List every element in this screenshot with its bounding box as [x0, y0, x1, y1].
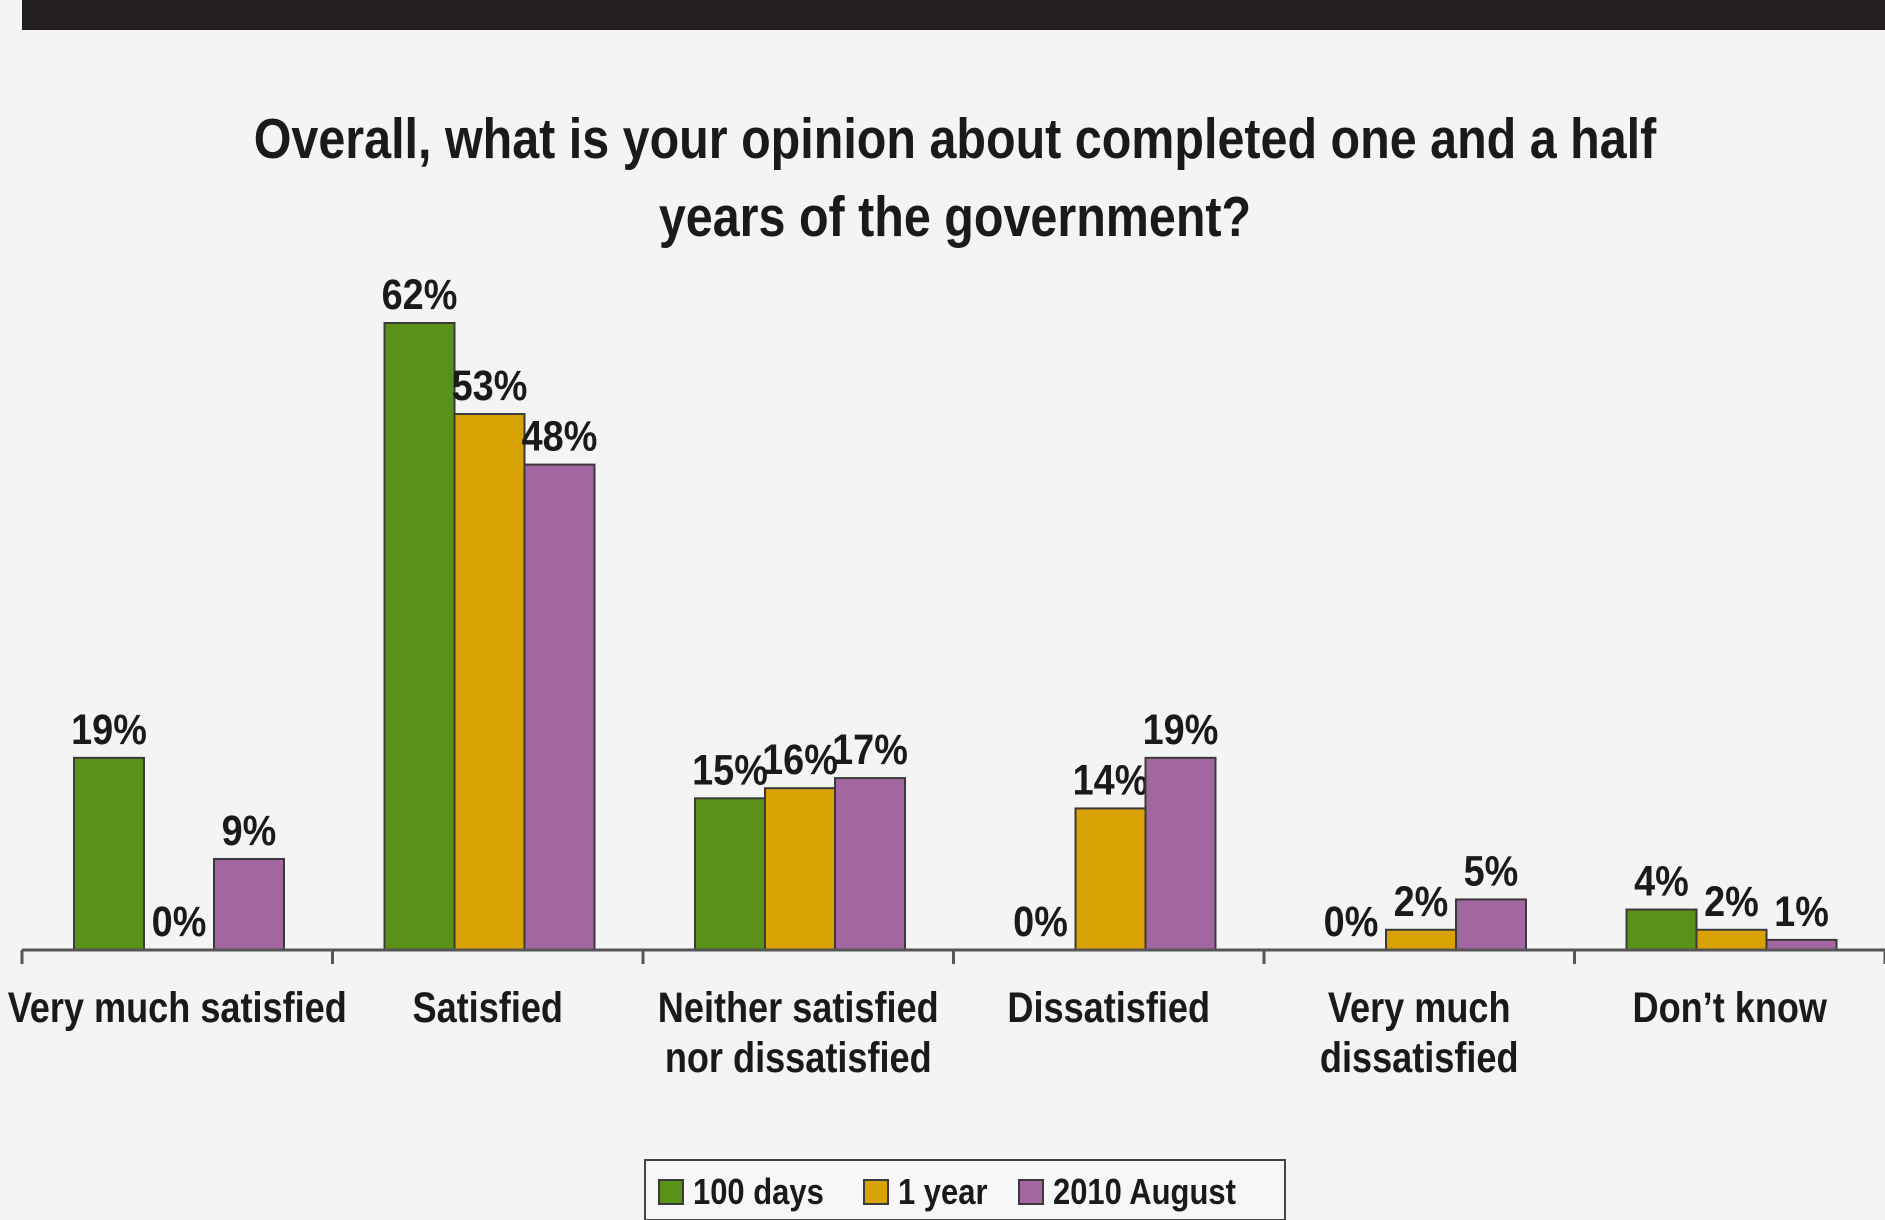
bar-3-cat-3 [834, 777, 906, 951]
data-label-2-cat-5: 2% [1394, 876, 1449, 925]
bar-1-cat-3 [694, 797, 766, 951]
legend-box [644, 1159, 1286, 1220]
top-banner-bar [22, 0, 1885, 30]
bar-3-cat-4 [1144, 756, 1217, 952]
category-label-4-line-1: Dissatisfied [1007, 984, 1210, 1032]
category-label-5: Very much dissatisfied [1320, 984, 1519, 1082]
legend-label-2: 1 year [898, 1173, 988, 1213]
data-label-3-cat-5: 5% [1464, 846, 1519, 895]
category-label-5-line-1: Very much [1328, 984, 1511, 1032]
bar-2-cat-6 [1695, 928, 1768, 951]
bar-2-cat-2 [453, 413, 526, 952]
chart-title-line-1: Overall, what is your opinion about comp… [253, 107, 1657, 171]
data-label-1-cat-2: 62% [382, 270, 458, 319]
data-label-2-cat-3: 16% [762, 735, 838, 784]
bar-2-cat-3 [764, 787, 836, 951]
bar-3-cat-1 [213, 857, 285, 952]
bar-2-cat-5 [1385, 928, 1457, 951]
legend-label-1: 100 days [693, 1173, 824, 1213]
data-label-2-cat-2: 53% [452, 361, 528, 410]
data-label-2-cat-6: 2% [1704, 876, 1759, 925]
category-label-3-line-1: Neither satisfied [658, 984, 939, 1032]
bar-3-cat-6 [1765, 938, 1838, 951]
bar-1-cat-1 [73, 756, 145, 952]
category-label-2: Satisfied [413, 984, 563, 1032]
legend-swatch-1 [658, 1179, 684, 1205]
category-label-1-line-1: Very much satisfied [8, 984, 347, 1032]
category-label-6: Don’t know [1632, 984, 1827, 1032]
legend-swatch-3 [1018, 1179, 1044, 1205]
data-label-3-cat-3: 17% [832, 725, 908, 774]
legend-label-3: 2010 August [1053, 1173, 1236, 1213]
data-label-1-cat-5: 0% [1324, 897, 1379, 946]
data-label-1-cat-6: 4% [1634, 856, 1689, 905]
chart-title: Overall, what is your opinion about comp… [143, 100, 1767, 256]
bar-3-cat-2 [523, 463, 596, 951]
data-label-2-cat-1: 0% [152, 897, 207, 946]
data-label-3-cat-6: 1% [1774, 887, 1829, 936]
legend-swatch-2 [863, 1179, 889, 1205]
category-label-3-line-2: nor dissatisfied [665, 1034, 932, 1082]
category-label-2-line-1: Satisfied [413, 984, 563, 1032]
data-label-3-cat-1: 9% [222, 806, 277, 855]
chart-title-line-2: years of the government? [658, 185, 1252, 249]
category-label-6-line-1: Don’t know [1632, 984, 1827, 1032]
category-label-3: Neither satisfied nor dissatisfied [658, 984, 939, 1082]
bar-3-cat-5 [1455, 898, 1527, 952]
data-label-3-cat-4: 19% [1143, 705, 1219, 754]
category-label-5-line-2: dissatisfied [1320, 1034, 1519, 1082]
data-label-1-cat-3: 15% [692, 745, 768, 794]
category-label-1: Very much satisfied [8, 984, 347, 1032]
bar-2-cat-4 [1074, 807, 1147, 952]
data-label-2-cat-4: 14% [1073, 755, 1149, 804]
data-label-1-cat-4: 0% [1013, 897, 1068, 946]
data-label-3-cat-2: 48% [522, 411, 598, 460]
bar-1-cat-2 [383, 322, 456, 951]
category-label-4: Dissatisfied [1007, 984, 1210, 1032]
bar-1-cat-6 [1625, 908, 1698, 952]
data-label-1-cat-1: 19% [71, 705, 147, 754]
